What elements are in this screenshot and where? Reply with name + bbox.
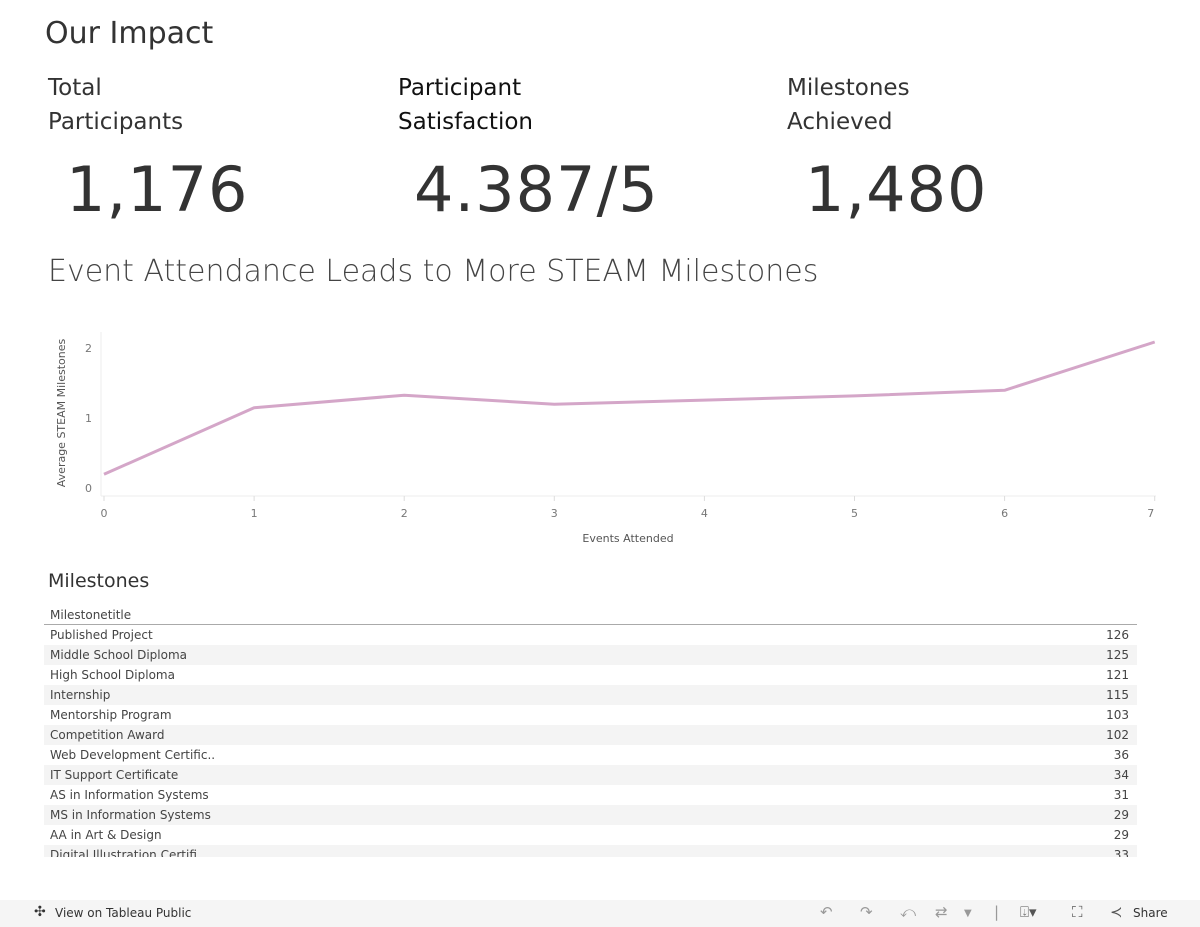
y-tick-label: 1 — [85, 412, 92, 425]
view-on-tableau-link[interactable]: View on Tableau Public — [55, 906, 192, 920]
milestone-name: IT Support Certificate — [50, 768, 179, 782]
table-row[interactable]: AA in Art & Design 29 — [44, 825, 1137, 845]
milestone-count: 102 — [1106, 728, 1129, 742]
milestone-name: Internship — [50, 688, 111, 702]
x-tick-label: 6 — [1001, 507, 1008, 520]
kpi-label: Participants — [48, 109, 184, 135]
download-icon[interactable]: ⍗▾ — [1020, 903, 1037, 921]
table-row[interactable]: Digital Illustration Certifi.. 33 — [44, 845, 1137, 857]
kpi-label: Satisfaction — [398, 109, 533, 135]
y-tick-label: 0 — [85, 482, 92, 495]
milestone-name: AS in Information Systems — [50, 788, 209, 802]
table-row[interactable]: MS in Information Systems 29 — [44, 805, 1137, 825]
table-row[interactable]: AS in Information Systems 31 — [44, 785, 1137, 805]
milestone-count: 34 — [1113, 768, 1129, 782]
column-header[interactable]: Milestonetitle — [44, 607, 1137, 625]
kpi-total-participants: Total Participants 1,176 — [48, 71, 249, 226]
milestone-count: 121 — [1106, 668, 1129, 682]
milestones-table: Milestonetitle Published Project 126 Middl… — [44, 607, 1137, 857]
share-button[interactable]: Share — [1133, 906, 1168, 920]
share-icon[interactable]: ≺ — [1110, 903, 1123, 921]
y-axis-label: Average STEAM Milestones — [55, 339, 68, 488]
table-row[interactable]: Published Project 126 — [44, 625, 1137, 645]
table-row[interactable]: Internship 115 — [44, 685, 1137, 705]
refresh-icon[interactable]: ⇄ — [935, 903, 948, 921]
x-tick-label: 3 — [551, 507, 558, 520]
fullscreen-icon[interactable]: ⛶ — [1072, 903, 1083, 921]
y-tick-label: 2 — [85, 342, 92, 355]
milestone-count: 33 — [1113, 848, 1129, 857]
tableau-logo-icon[interactable]: ✣ — [34, 904, 46, 920]
milestone-count: 31 — [1113, 788, 1129, 802]
undo-icon[interactable]: ↶ — [820, 903, 833, 921]
table-row[interactable]: IT Support Certificate 34 — [44, 765, 1137, 785]
milestone-count: 36 — [1113, 748, 1129, 762]
table-row[interactable]: Web Development Certific.. 36 — [44, 745, 1137, 765]
milestone-count: 29 — [1113, 808, 1129, 822]
x-axis-label: Events Attended — [582, 532, 673, 545]
milestone-name: Digital Illustration Certifi.. — [50, 848, 205, 857]
milestones-title: Milestones — [48, 570, 150, 592]
milestone-name: AA in Art & Design — [50, 828, 162, 842]
milestone-count: 125 — [1106, 648, 1129, 662]
milestone-name: High School Diploma — [50, 668, 175, 682]
milestone-count: 126 — [1106, 628, 1129, 642]
x-tick-label: 1 — [251, 507, 258, 520]
milestone-name: Competition Award — [50, 728, 165, 742]
x-tick-label: 5 — [851, 507, 858, 520]
milestone-count: 29 — [1113, 828, 1129, 842]
tableau-toolbar: ✣ View on Tableau Public ↶ ↷ ⤺ ⇄ ▼ | ⍗▾ … — [0, 900, 1200, 927]
kpi-label: Milestones — [787, 75, 910, 101]
kpi-label: Participant — [398, 75, 522, 101]
x-tick-label: 0 — [101, 507, 108, 520]
table-row[interactable]: Competition Award 102 — [44, 725, 1137, 745]
milestone-count: 115 — [1106, 688, 1129, 702]
redo-icon[interactable]: ↷ — [860, 903, 873, 921]
milestone-name: Published Project — [50, 628, 153, 642]
milestone-count: 103 — [1106, 708, 1129, 722]
table-row[interactable]: High School Diploma 121 — [44, 665, 1137, 685]
series-line — [103, 340, 1156, 476]
kpi-value: 1,480 — [805, 153, 988, 226]
divider: | — [994, 903, 1000, 921]
x-tick-label: 7 — [1147, 507, 1154, 520]
table-row[interactable]: Middle School Diploma 125 — [44, 645, 1137, 665]
kpi-label: Total — [48, 75, 102, 101]
table-row[interactable]: Mentorship Program 103 — [44, 705, 1137, 725]
milestone-name: Middle School Diploma — [50, 648, 188, 662]
kpi-value: 4.387/5 — [414, 153, 659, 226]
kpi-milestones: Milestones Achieved 1,480 — [787, 71, 988, 226]
x-tick-label: 2 — [401, 507, 408, 520]
kpi-value: 1,176 — [66, 153, 249, 226]
chevron-down-icon[interactable]: ▼ — [964, 908, 972, 919]
revert-icon[interactable]: ⤺ — [900, 903, 917, 921]
table-body[interactable]: Published Project 126 Middle School Diplom… — [44, 625, 1137, 857]
milestone-name: Web Development Certific.. — [50, 748, 216, 762]
page-title: Our Impact — [45, 16, 214, 51]
chart-title: Event Attendance Leads to More STEAM Mil… — [48, 254, 819, 289]
kpi-label: Achieved — [787, 109, 893, 135]
milestone-name: Mentorship Program — [50, 708, 172, 722]
line-chart: Average STEAM Milestones Events Attended… — [55, 332, 1156, 545]
kpi-satisfaction: Participant Satisfaction 4.387/5 — [398, 71, 659, 226]
x-tick-label: 4 — [701, 507, 708, 520]
milestone-name: MS in Information Systems — [50, 808, 211, 822]
